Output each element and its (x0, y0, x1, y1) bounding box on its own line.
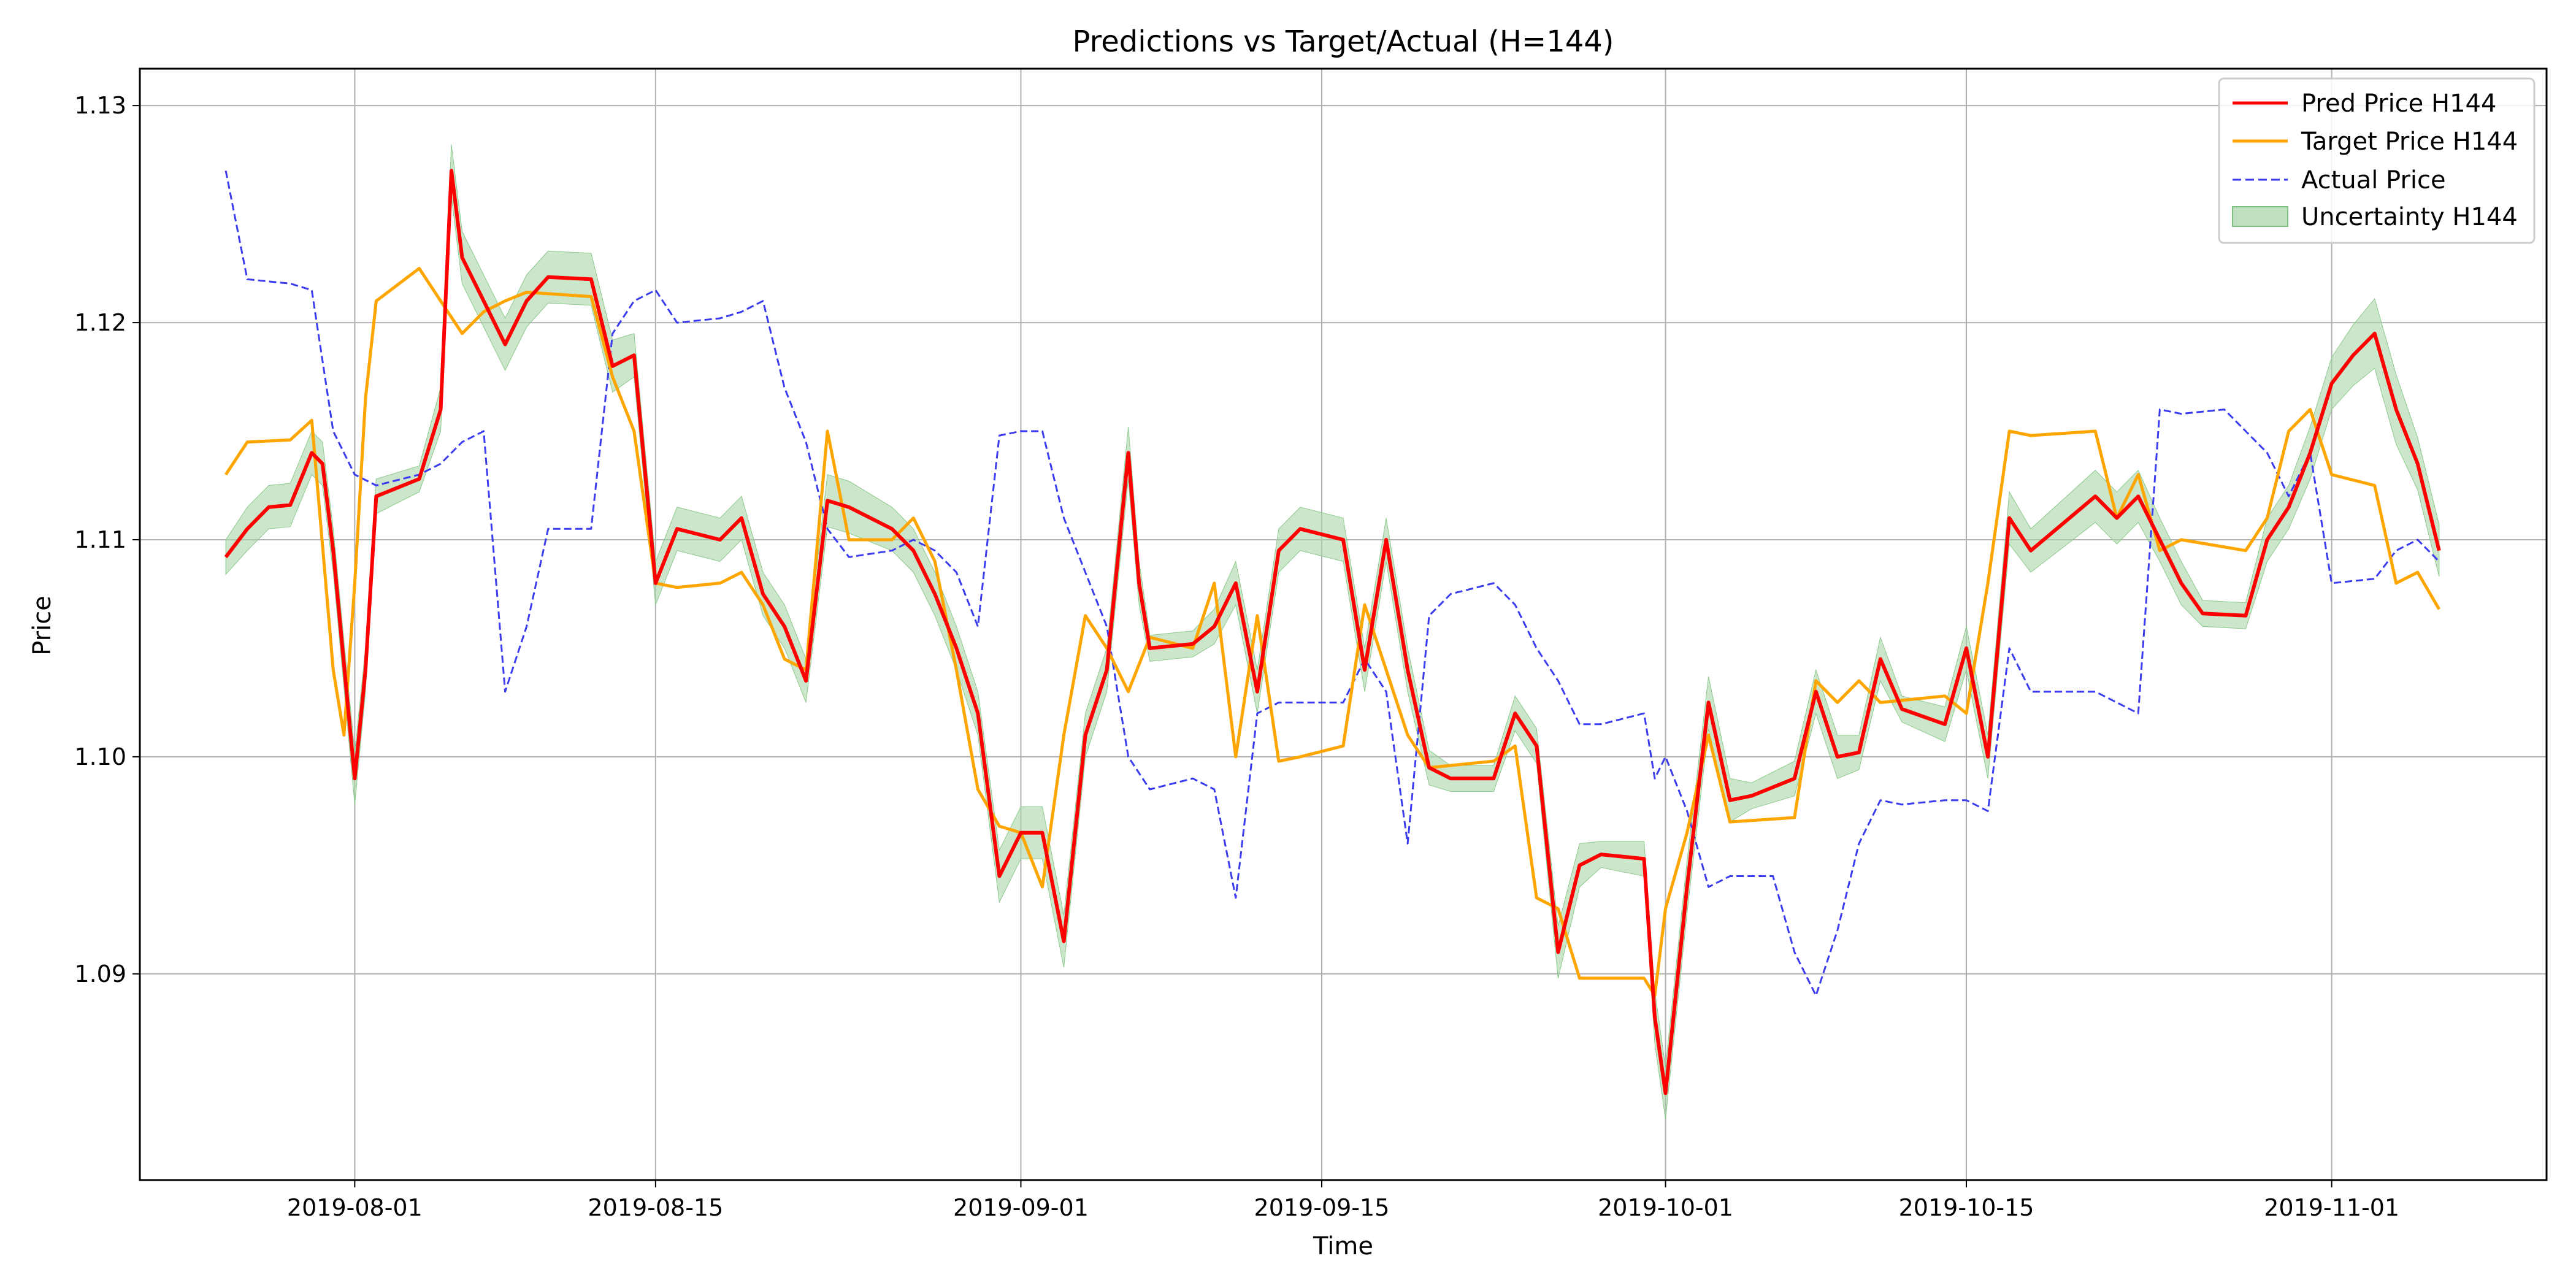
legend-label-pred: Pred Price H144 (2301, 90, 2496, 118)
target-price-line (224, 267, 2440, 997)
uncertainty-band (225, 144, 2440, 1119)
y-tick-label: 1.11 (74, 526, 126, 553)
x-tick-label: 2019-10-15 (1899, 1194, 2034, 1221)
x-tick-label: 2019-08-01 (287, 1194, 423, 1221)
tick-layer: 2019-08-01 2019-08-15 2019-09-01 2019-09-15… (74, 92, 2399, 1221)
y-axis-label: Price (28, 596, 56, 656)
legend-label-uncertainty: Uncertainty H144 (2301, 203, 2518, 231)
plot-frame (139, 67, 2548, 1181)
x-tick-label: 2019-09-15 (1254, 1194, 1390, 1221)
y-tick-label: 1.13 (74, 92, 126, 119)
y-tick-label: 1.09 (74, 960, 126, 987)
legend: Pred Price H144 Target Price H144 Actual… (2218, 77, 2536, 244)
y-tick-label: 1.12 (74, 309, 126, 336)
plot-layer (224, 144, 2441, 1119)
legend-swatch-uncertainty (2232, 206, 2288, 227)
x-tick-label: 2019-08-15 (588, 1194, 723, 1221)
x-tick-label: 2019-11-01 (2264, 1194, 2399, 1221)
y-tick-label: 1.10 (74, 743, 126, 770)
pred-price-line (224, 169, 2441, 1095)
legend-frame (2218, 77, 2536, 244)
x-axis-label: Time (1313, 1232, 1373, 1260)
x-tick-label: 2019-09-01 (953, 1194, 1089, 1221)
grid-layer (140, 69, 2547, 1180)
chart-title: Predictions vs Target/Actual (H=144) (1072, 25, 1614, 59)
legend-label-actual: Actual Price (2301, 166, 2446, 194)
x-tick-label: 2019-10-01 (1598, 1194, 1733, 1221)
legend-label-target: Target Price H144 (2301, 128, 2518, 156)
